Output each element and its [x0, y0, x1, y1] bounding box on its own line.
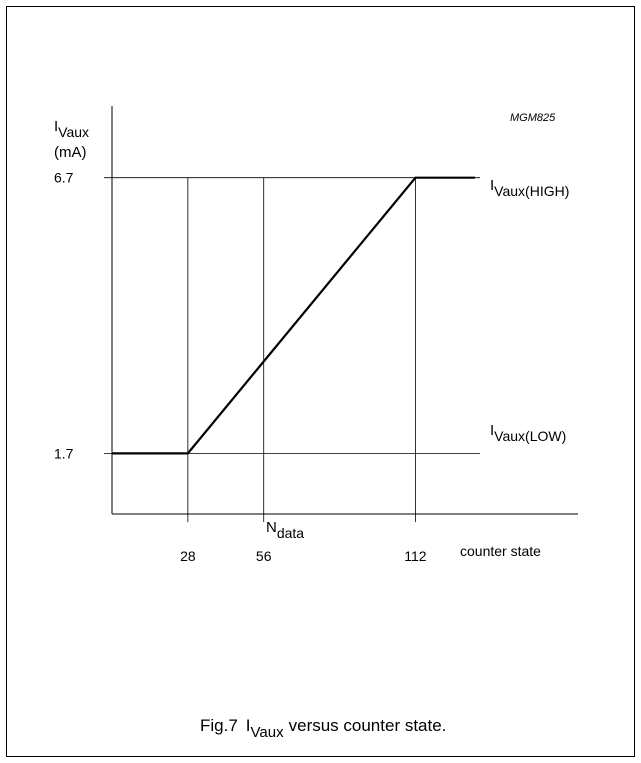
- series-group: [112, 176, 476, 455]
- x-axis-label: counter state: [460, 543, 541, 559]
- annotation-ivaux-high: IVaux(HIGH): [490, 177, 569, 199]
- y-tick-labels: 6.7 1.7: [54, 170, 74, 462]
- series-line-0: [112, 176, 476, 455]
- y-tick-label-1: 1.7: [54, 445, 74, 461]
- axes: [111, 106, 578, 515]
- figure-frame: [6, 6, 635, 757]
- x-tick-labels: 28 56 112: [180, 548, 427, 564]
- annotation-ndata: Ndata: [266, 519, 304, 541]
- x-tick-label-2: 112: [404, 548, 427, 564]
- reference-lines: [104, 177, 480, 522]
- annotation-ivaux-low: IVaux(LOW): [490, 422, 566, 444]
- figure-caption: Fig.7 IVaux versus counter state.: [200, 716, 446, 741]
- figure-code: MGM825: [510, 112, 556, 124]
- y-axis-label: IVaux: [54, 118, 89, 140]
- y-tick-label-0: 6.7: [54, 170, 74, 186]
- x-tick-label-1: 56: [256, 548, 272, 564]
- x-tick-label-0: 28: [180, 548, 196, 564]
- y-axis-unit: (mA): [54, 144, 87, 161]
